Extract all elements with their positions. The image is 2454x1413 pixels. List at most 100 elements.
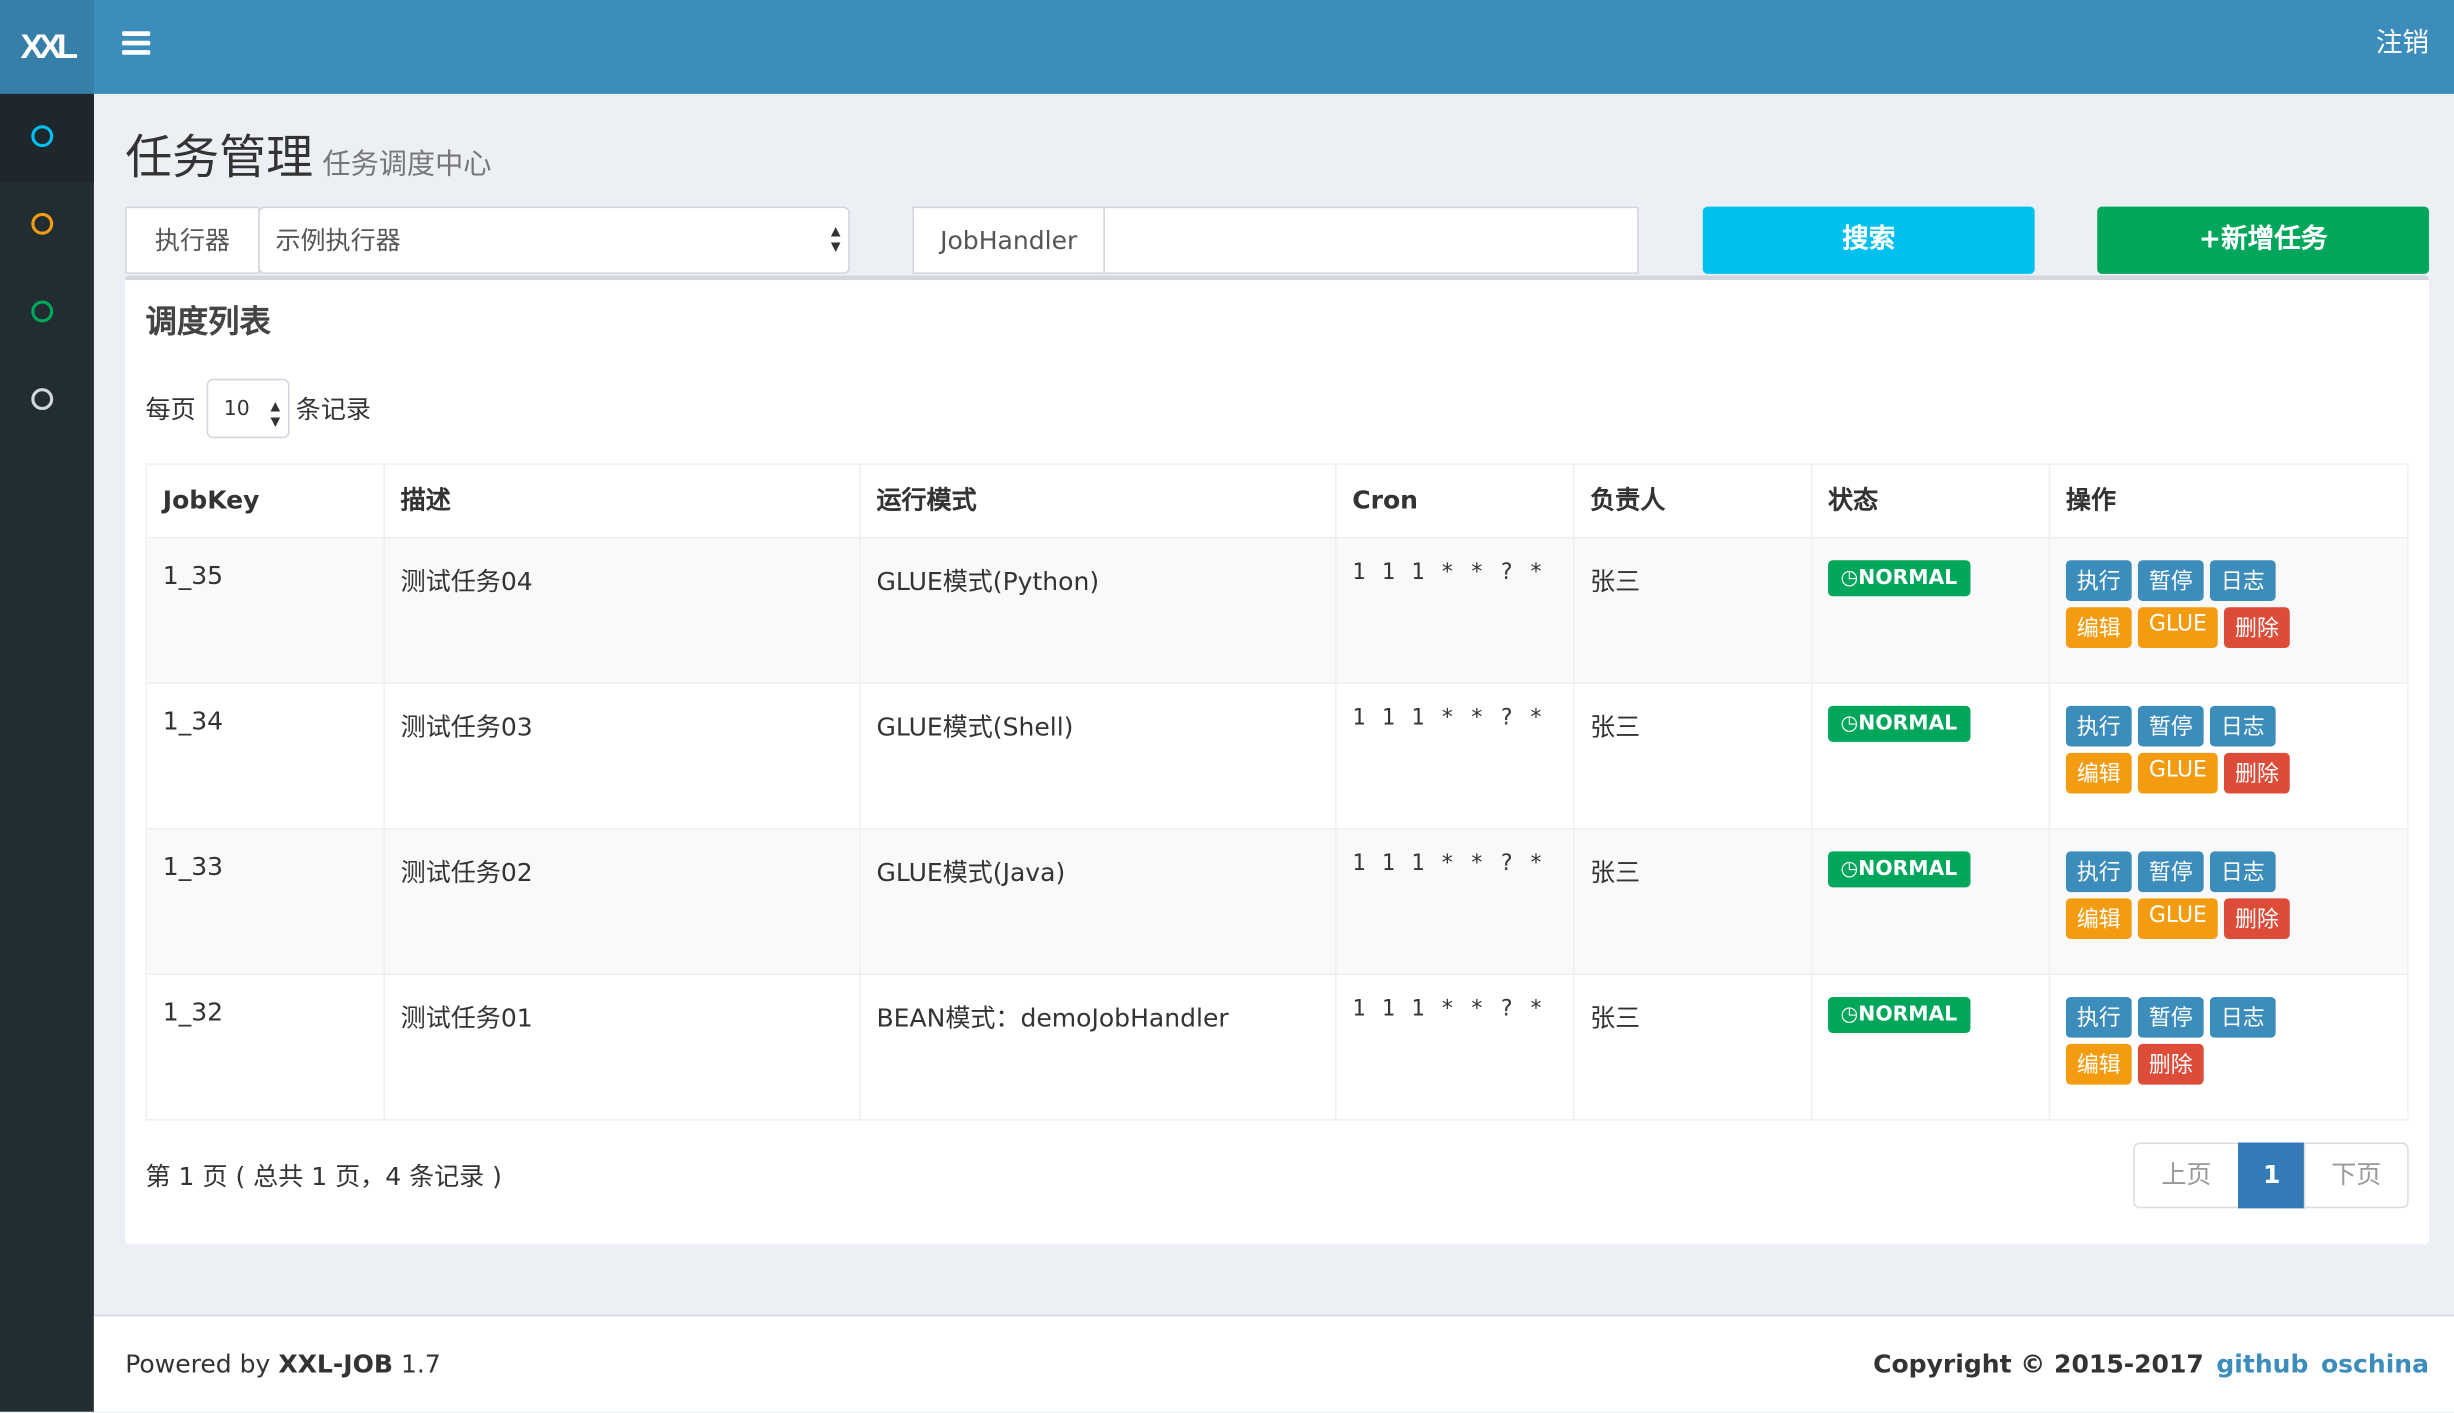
status-badge: ◷NORMAL xyxy=(1828,560,1970,597)
log-button[interactable]: 日志 xyxy=(2209,851,2276,893)
cell-status: ◷NORMAL xyxy=(1810,682,2051,830)
status-text: NORMAL xyxy=(1858,566,1958,591)
edit-button[interactable]: 编辑 xyxy=(2065,752,2132,794)
footer: Powered by XXL-JOB 1.7 Copyright © 2015-… xyxy=(93,1314,2454,1413)
circle-icon xyxy=(31,300,54,323)
sidebar xyxy=(0,93,94,1412)
sidebar-item-3[interactable] xyxy=(0,269,94,357)
executor-select[interactable]: 示例执行器 ▲ ▼ xyxy=(258,206,850,274)
add-job-button[interactable]: +新增任务 xyxy=(2097,206,2430,274)
prev-page-button[interactable]: 上页 xyxy=(2133,1142,2240,1209)
glue-button[interactable]: GLUE xyxy=(2137,752,2218,794)
cell-mode: GLUE模式(Shell) xyxy=(859,682,1337,830)
sidebar-item-1[interactable] xyxy=(0,93,94,182)
page-1-button[interactable]: 1 xyxy=(2238,1142,2306,1209)
cell-status: ◷NORMAL xyxy=(1810,827,2051,976)
run-button[interactable]: 执行 xyxy=(2065,996,2132,1038)
clock-icon: ◷ xyxy=(1840,566,1859,591)
circle-icon xyxy=(31,125,54,148)
table-row: 1_35 测试任务04 GLUE模式(Python) 1 1 1 * * ? *… xyxy=(145,536,2409,684)
menu-toggle-icon[interactable] xyxy=(122,31,151,56)
circle-icon xyxy=(31,212,54,235)
delete-button[interactable]: 删除 xyxy=(2224,607,2290,648)
col-cron[interactable]: Cron xyxy=(1335,463,1575,539)
cell-actions: 执行 暂停 日志 编辑 GLUE 删除 xyxy=(2048,682,2409,830)
cell-status: ◷NORMAL xyxy=(1810,536,2051,684)
pause-button[interactable]: 暂停 xyxy=(2137,560,2204,601)
run-button[interactable]: 执行 xyxy=(2065,705,2132,747)
cell-cron: 1 1 1 * * ? * xyxy=(1335,973,1575,1121)
copyright: Copyright © 2015-2017 xyxy=(1873,1349,2204,1379)
cell-actions: 执行 暂停 日志 编辑 GLUE 删除 xyxy=(2048,536,2409,684)
run-button[interactable]: 执行 xyxy=(2065,560,2132,601)
powered-prefix: Powered by xyxy=(125,1349,279,1379)
cell-cron: 1 1 1 * * ? * xyxy=(1335,682,1575,830)
cell-mode: BEAN模式：demoJobHandler xyxy=(859,973,1337,1121)
jobhandler-label: JobHandler xyxy=(912,206,1105,274)
edit-button[interactable]: 编辑 xyxy=(2065,898,2132,940)
cell-jobkey: 1_35 xyxy=(145,536,386,684)
cell-jobkey: 1_33 xyxy=(145,827,386,976)
search-button[interactable]: 搜索 xyxy=(1702,206,2035,274)
col-desc[interactable]: 描述 xyxy=(383,463,861,539)
oschina-link[interactable]: oschina xyxy=(2320,1349,2430,1379)
col-mode[interactable]: 运行模式 xyxy=(859,463,1337,539)
run-button[interactable]: 执行 xyxy=(2065,851,2132,893)
cell-desc: 测试任务03 xyxy=(383,682,861,830)
logout-link[interactable]: 注销 xyxy=(2375,28,2430,60)
log-button[interactable]: 日志 xyxy=(2209,560,2276,601)
status-badge: ◷NORMAL xyxy=(1828,851,1970,888)
copyright-area: Copyright © 2015-2017 github oschina xyxy=(1873,1316,2429,1413)
top-navbar xyxy=(0,0,2454,94)
edit-button[interactable]: 编辑 xyxy=(2065,1043,2132,1085)
select-arrows-icon: ▲ ▼ xyxy=(830,223,841,254)
clock-icon: ◷ xyxy=(1840,857,1859,882)
cell-actions: 执行 暂停 日志 编辑 GLUE 删除 xyxy=(2048,827,2409,976)
page-title-text: 任务管理 xyxy=(125,131,314,187)
col-owner[interactable]: 负责人 xyxy=(1572,463,1813,539)
pause-button[interactable]: 暂停 xyxy=(2137,851,2204,893)
log-button[interactable]: 日志 xyxy=(2209,705,2276,747)
cell-owner: 张三 xyxy=(1572,682,1813,830)
box-title: 调度列表 xyxy=(145,302,271,340)
col-status[interactable]: 状态 xyxy=(1810,463,2051,539)
status-text: NORMAL xyxy=(1858,857,1958,882)
delete-button[interactable]: 删除 xyxy=(2224,752,2290,794)
pause-button[interactable]: 暂停 xyxy=(2137,996,2204,1038)
edit-button[interactable]: 编辑 xyxy=(2065,607,2132,648)
table-row: 1_32 测试任务01 BEAN模式：demoJobHandler 1 1 1 … xyxy=(145,973,2409,1121)
clock-icon: ◷ xyxy=(1840,1003,1859,1027)
glue-button[interactable]: GLUE xyxy=(2137,898,2218,940)
status-text: NORMAL xyxy=(1858,712,1958,736)
logo[interactable]: XXL xyxy=(0,0,94,94)
cell-owner: 张三 xyxy=(1572,827,1813,976)
status-badge: ◷NORMAL xyxy=(1828,996,1970,1033)
pause-button[interactable]: 暂停 xyxy=(2137,705,2204,747)
page-info: 第 1 页 ( 总共 1 页，4 条记录 ) xyxy=(145,1161,502,1192)
jobhandler-input[interactable] xyxy=(1103,206,1639,274)
cell-owner: 张三 xyxy=(1572,536,1813,684)
cell-jobkey: 1_32 xyxy=(145,973,386,1121)
powered-name: XXL-JOB xyxy=(278,1349,393,1379)
delete-button[interactable]: 删除 xyxy=(2137,1043,2204,1085)
job-table: JobKey 描述 运行模式 Cron 负责人 状态 操作 1_35 测试任务0… xyxy=(145,463,2409,1121)
col-jobkey[interactable]: JobKey xyxy=(145,463,386,539)
cell-owner: 张三 xyxy=(1572,973,1813,1121)
sidebar-item-4[interactable] xyxy=(0,357,94,445)
log-button[interactable]: 日志 xyxy=(2209,996,2276,1038)
next-page-button[interactable]: 下页 xyxy=(2303,1142,2409,1209)
cell-desc: 测试任务01 xyxy=(383,973,861,1121)
page-size-select[interactable]: 10 ▲ ▼ xyxy=(206,378,290,439)
page-subtitle: 任务调度中心 xyxy=(322,148,492,182)
executor-value: 示例执行器 xyxy=(275,225,401,256)
glue-button[interactable]: GLUE xyxy=(2137,607,2218,648)
sidebar-item-2[interactable] xyxy=(0,182,94,270)
delete-button[interactable]: 删除 xyxy=(2224,898,2290,940)
table-row: 1_34 测试任务03 GLUE模式(Shell) 1 1 1 * * ? * … xyxy=(145,682,2409,830)
cell-desc: 测试任务02 xyxy=(383,827,861,976)
github-link[interactable]: github xyxy=(2216,1349,2309,1379)
version: 1.7 xyxy=(392,1349,441,1379)
cell-desc: 测试任务04 xyxy=(383,536,861,684)
cell-mode: GLUE模式(Java) xyxy=(859,827,1337,976)
status-text: NORMAL xyxy=(1858,1003,1958,1027)
